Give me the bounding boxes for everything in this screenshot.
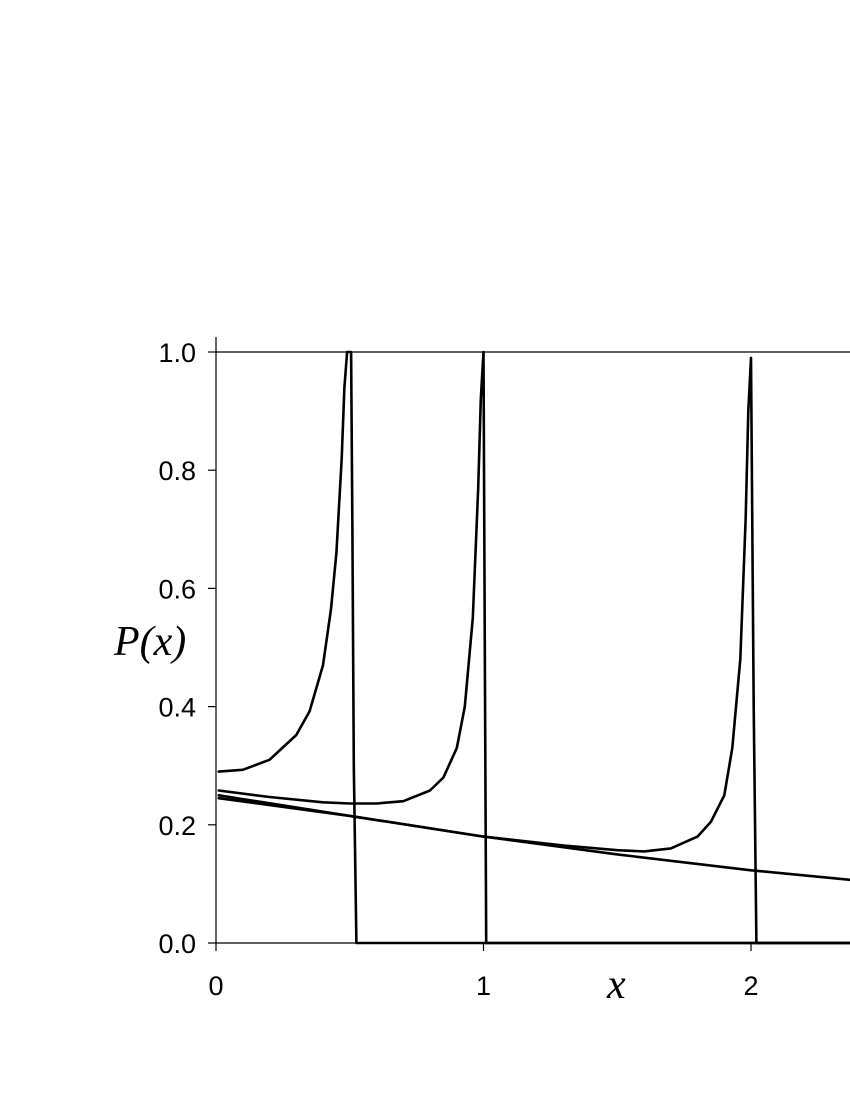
y-tick-label: 0.6 (158, 574, 196, 604)
series-line-1 (217, 350, 850, 945)
y-tick-label: 0.2 (158, 811, 196, 841)
series-line-3 (217, 356, 850, 945)
y-tick-label: 0.8 (158, 456, 196, 486)
y-axis-label: P(x) (113, 619, 186, 665)
x-tick-label: 2 (744, 971, 759, 1001)
x-tick-label: 0 (208, 971, 223, 1001)
series-line-2 (217, 350, 850, 945)
y-tick-label: 0.4 (158, 693, 196, 723)
series-group (217, 350, 850, 945)
y-axis-title: P(x) (113, 619, 186, 665)
y-ticks: 0.0 0.2 0.4 0.6 0.8 1.0 (158, 338, 216, 959)
y-tick-label: 0.0 (158, 929, 196, 959)
x-axis-label: x (606, 962, 626, 1008)
series-line-4 (217, 796, 850, 882)
y-tick-label: 1.0 (158, 338, 196, 368)
svg-text:P(x): P(x) (113, 619, 186, 665)
x-ticks: 0 1 2 (208, 943, 759, 1001)
x-tick-label: 1 (476, 971, 491, 1001)
